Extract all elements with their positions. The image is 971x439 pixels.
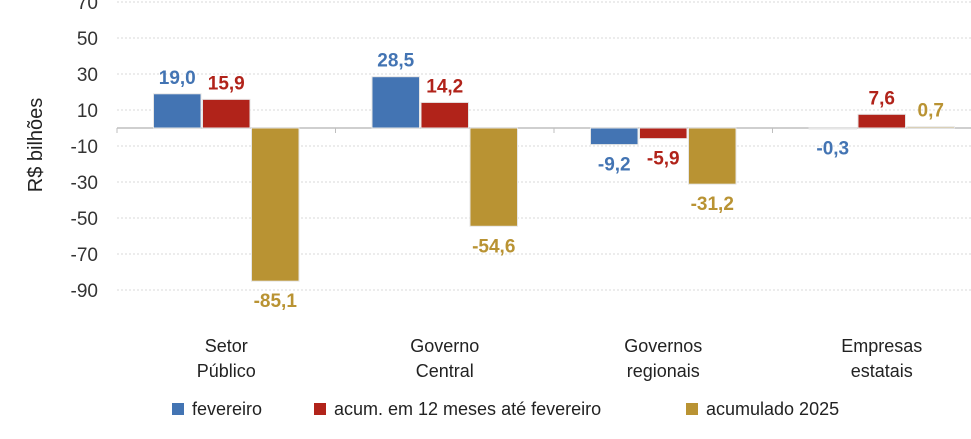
category-label: Público — [197, 361, 256, 381]
category-label: Governo — [410, 336, 479, 356]
y-tick-label: 50 — [77, 29, 98, 50]
bar-0 — [371, 76, 420, 129]
y-tick-label: 70 — [77, 0, 98, 14]
legend-label: fevereiro — [192, 399, 262, 419]
bar-1 — [202, 98, 251, 129]
bar-2 — [251, 127, 300, 282]
data-label: 7,6 — [869, 88, 895, 109]
data-label: 14,2 — [426, 76, 463, 97]
y-axis-title: R$ bilhões — [25, 98, 47, 193]
bar-0 — [153, 93, 202, 129]
category-label: Central — [416, 361, 474, 381]
data-label: 0,7 — [918, 101, 944, 122]
y-tick-label: 10 — [77, 101, 98, 122]
bar-0 — [590, 127, 639, 146]
bar-2 — [469, 127, 518, 227]
bar-2 — [906, 126, 955, 129]
bar-2 — [688, 127, 737, 185]
category-label: Empresas — [841, 336, 922, 356]
legend-swatch — [314, 403, 326, 415]
bar-1 — [420, 101, 469, 129]
y-tick-label: -50 — [71, 209, 98, 230]
category-label: estatais — [851, 361, 913, 381]
category-label: regionais — [627, 361, 700, 381]
data-label: -0,3 — [816, 139, 849, 160]
legend-swatch — [172, 403, 184, 415]
legend-label: acumulado 2025 — [706, 399, 839, 419]
category-label: Governos — [624, 336, 702, 356]
bar-1 — [857, 113, 906, 129]
legend-swatch — [686, 403, 698, 415]
data-label: -54,6 — [472, 236, 515, 257]
bar-1 — [639, 127, 688, 140]
data-label: 28,5 — [377, 51, 414, 72]
data-label: 19,0 — [159, 68, 196, 89]
data-label: -5,9 — [647, 149, 680, 170]
y-tick-label: -10 — [71, 137, 98, 158]
category-label: Setor — [205, 336, 248, 356]
bar-0 — [808, 127, 857, 130]
y-tick-label: 30 — [77, 65, 98, 86]
y-tick-label: -90 — [71, 281, 98, 302]
data-label: -9,2 — [598, 155, 631, 176]
y-tick-label: -30 — [71, 173, 98, 194]
data-label: 15,9 — [208, 73, 245, 94]
legend-label: acum. em 12 meses até fevereiro — [334, 399, 601, 419]
data-label: -85,1 — [254, 291, 298, 312]
y-tick-label: -70 — [71, 245, 98, 266]
data-label: -31,2 — [691, 194, 734, 215]
